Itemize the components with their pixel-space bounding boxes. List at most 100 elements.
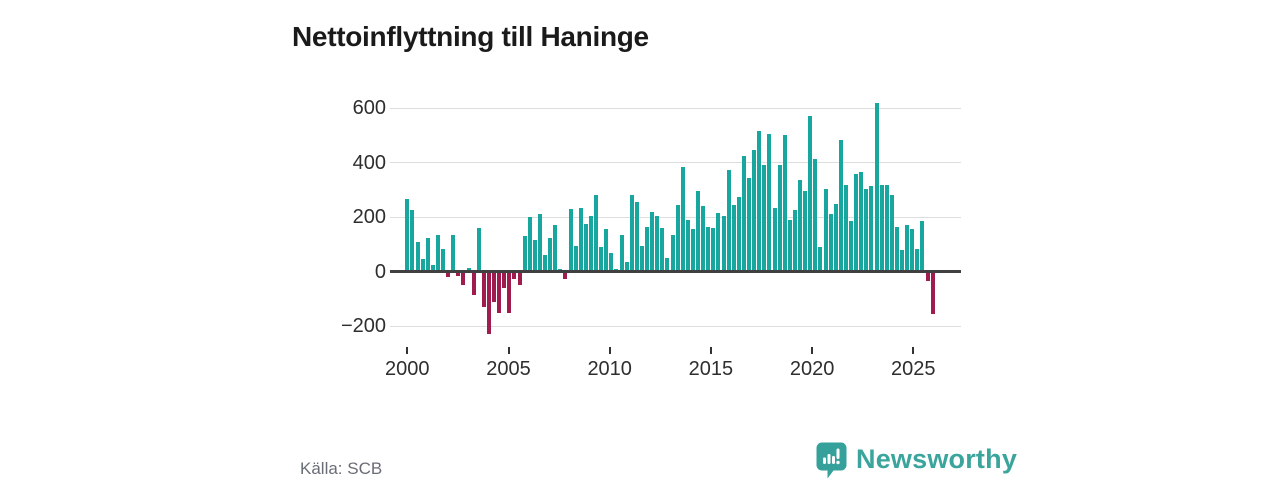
y-axis-label-200: 200 bbox=[352, 206, 386, 229]
bar-2017Q3 bbox=[762, 165, 767, 272]
x-axis-label-2015: 2015 bbox=[688, 358, 734, 380]
bar-2013Q1 bbox=[670, 234, 675, 272]
bar-2006Q4 bbox=[543, 255, 548, 272]
bar-2018Q4 bbox=[787, 219, 792, 272]
bar-2016Q2 bbox=[736, 196, 741, 272]
newsworthy-logo[interactable]: Newsworthy bbox=[816, 442, 1017, 480]
bar-2025Q4 bbox=[930, 271, 935, 314]
bar-2001Q4 bbox=[441, 248, 446, 272]
bar-2019Q2 bbox=[798, 180, 803, 272]
bar-2002Q2 bbox=[451, 234, 456, 272]
bar-2001Q2 bbox=[430, 264, 435, 272]
bar-2007Q2 bbox=[553, 225, 558, 272]
bar-2010Q1 bbox=[609, 252, 614, 272]
bar-2018Q3 bbox=[782, 135, 787, 272]
bar-2000Q4 bbox=[420, 259, 425, 272]
bar-2021Q1 bbox=[833, 203, 838, 272]
bar-2003Q4 bbox=[481, 271, 486, 308]
x-axis-label-2000: 2000 bbox=[385, 358, 430, 380]
bar-2024Q2 bbox=[900, 249, 905, 272]
bar-2022Q3 bbox=[864, 188, 869, 272]
bar-2022Q1 bbox=[854, 173, 859, 272]
bar-2012Q2 bbox=[655, 215, 660, 272]
bar-2010Q4 bbox=[624, 262, 629, 272]
bar-2007Q1 bbox=[548, 237, 553, 272]
bar-2003Q1 bbox=[466, 267, 471, 272]
bar-2025Q3 bbox=[925, 271, 930, 282]
x-tick-2000 bbox=[406, 347, 409, 354]
y-axis-label--200: −200 bbox=[340, 315, 386, 338]
bar-2011Q4 bbox=[645, 226, 650, 272]
bar-2009Q1 bbox=[588, 215, 593, 272]
bar-2010Q3 bbox=[619, 234, 624, 272]
bar-2000Q1 bbox=[405, 199, 410, 272]
bar-2004Q3 bbox=[497, 271, 502, 313]
bar-2000Q3 bbox=[415, 241, 420, 272]
bar-2002Q3 bbox=[456, 271, 461, 276]
bar-2003Q2 bbox=[471, 271, 476, 295]
x-tick-2025 bbox=[912, 347, 915, 354]
bar-2001Q1 bbox=[425, 237, 430, 272]
bar-2015Q2 bbox=[716, 213, 721, 272]
bar-2023Q4 bbox=[889, 195, 894, 272]
x-tick-2010 bbox=[608, 347, 611, 354]
bar-2012Q3 bbox=[660, 228, 665, 272]
bar-2020Q1 bbox=[813, 158, 818, 272]
bar-2014Q2 bbox=[696, 191, 701, 272]
plot-area bbox=[390, 90, 961, 360]
bar-2003Q3 bbox=[476, 228, 481, 272]
bar-2017Q4 bbox=[767, 134, 772, 272]
bar-2016Q1 bbox=[731, 204, 736, 272]
bar-2009Q3 bbox=[599, 247, 604, 272]
bar-2021Q2 bbox=[838, 139, 843, 272]
x-tick-2015 bbox=[709, 347, 712, 354]
bar-2022Q4 bbox=[869, 185, 874, 272]
bar-2020Q2 bbox=[818, 247, 823, 272]
bar-2011Q2 bbox=[634, 202, 639, 272]
x-axis-label-2005: 2005 bbox=[486, 358, 531, 380]
bar-2006Q3 bbox=[537, 214, 542, 272]
bar-2005Q3 bbox=[517, 271, 522, 286]
bar-2008Q2 bbox=[573, 245, 578, 272]
bar-2012Q4 bbox=[665, 258, 670, 272]
bar-2005Q4 bbox=[522, 236, 527, 272]
bar-2015Q4 bbox=[726, 169, 731, 272]
bar-2008Q4 bbox=[583, 224, 588, 272]
bar-2008Q1 bbox=[568, 209, 573, 272]
gridline-400 bbox=[390, 162, 961, 164]
bar-2016Q4 bbox=[747, 177, 752, 272]
bar-2012Q1 bbox=[650, 211, 655, 272]
bar-2020Q4 bbox=[828, 214, 833, 272]
bar-2013Q4 bbox=[685, 219, 690, 272]
newsworthy-logo-text: Newsworthy bbox=[856, 444, 1018, 474]
bar-2004Q4 bbox=[502, 271, 507, 289]
bar-2006Q2 bbox=[532, 240, 537, 272]
y-axis-label-600: 600 bbox=[352, 97, 386, 120]
bar-2024Q1 bbox=[894, 226, 899, 272]
bar-2015Q3 bbox=[721, 215, 726, 272]
bar-2013Q2 bbox=[675, 204, 680, 272]
bar-2025Q1 bbox=[915, 248, 920, 272]
bar-2007Q4 bbox=[563, 271, 568, 279]
bar-2024Q4 bbox=[910, 229, 915, 272]
source-text: Källa: SCB bbox=[300, 459, 383, 478]
bar-2004Q1 bbox=[486, 271, 491, 335]
bar-2014Q4 bbox=[706, 226, 711, 272]
bar-2019Q4 bbox=[808, 116, 813, 272]
bar-2015Q1 bbox=[711, 228, 716, 272]
bar-2022Q2 bbox=[859, 172, 864, 272]
x-axis-label-2020: 2020 bbox=[789, 358, 835, 380]
bar-2014Q1 bbox=[690, 229, 695, 272]
bar-2004Q2 bbox=[492, 271, 497, 302]
bar-2020Q3 bbox=[823, 188, 828, 272]
bar-2002Q1 bbox=[446, 271, 451, 278]
bar-2009Q4 bbox=[604, 229, 609, 272]
bar-2025Q2 bbox=[920, 221, 925, 272]
bar-2017Q2 bbox=[757, 131, 762, 272]
gridline-600 bbox=[390, 107, 961, 109]
chart-title: Nettoinflyttning till Haninge bbox=[292, 20, 649, 52]
bar-2019Q1 bbox=[792, 210, 797, 272]
y-axis-label-400: 400 bbox=[352, 151, 386, 174]
y-axis-label-0: 0 bbox=[374, 260, 386, 283]
